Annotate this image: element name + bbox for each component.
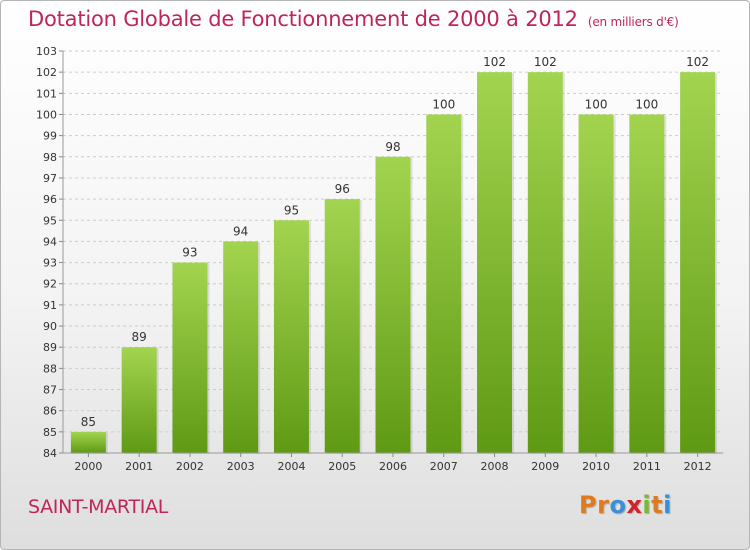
bar-2006	[375, 156, 411, 453]
logo-letter: P	[579, 491, 598, 519]
logo-letter: r	[597, 491, 610, 519]
y-tick-label: 92	[43, 278, 57, 291]
value-label-2003: 94	[233, 224, 248, 238]
x-tick-label-2004: 2004	[277, 460, 305, 473]
y-tick-label: 86	[43, 405, 57, 418]
value-labels: 85 89 93 94 95 96 98 100 102 102 100 100 102	[81, 55, 709, 429]
y-tick-label: 93	[43, 257, 57, 270]
value-label-2010: 100	[585, 97, 608, 111]
y-axis: 84 85 86 87 88 89 90 91 92 93 94 95 96 97 98 99 100 101 10…	[36, 45, 64, 460]
logo-letter: o	[609, 491, 627, 519]
value-label-2007: 100	[432, 97, 455, 111]
chart-title-text: Dotation Globale de Fonctionnement de 20…	[28, 7, 578, 31]
proxiti-logo: Proxiti	[579, 491, 672, 519]
y-tick-label: 85	[43, 426, 57, 439]
bar-2005	[324, 199, 360, 453]
bar-2003	[223, 241, 259, 453]
bar-2009	[527, 72, 563, 453]
x-tick-label-2005: 2005	[328, 460, 356, 473]
value-label-2000: 85	[81, 415, 96, 429]
y-tick-label: 99	[43, 130, 57, 143]
x-tick-label-2006: 2006	[379, 460, 407, 473]
y-tick-label: 91	[43, 299, 57, 312]
value-label-2002: 93	[182, 246, 197, 260]
x-tick-label-2001: 2001	[125, 460, 153, 473]
y-tick-label: 95	[43, 214, 57, 227]
x-tick-label-2002: 2002	[176, 460, 204, 473]
bar-2001	[121, 347, 157, 453]
commune-name: SAINT-MARTIAL	[28, 496, 169, 518]
x-axis: 2000 2001 2002 2003 2004 2005 2006 2007 2008 2009…	[63, 452, 723, 473]
y-tick-label: 102	[36, 66, 57, 79]
x-tick-label-2000: 2000	[74, 460, 102, 473]
value-label-2005: 96	[335, 182, 350, 196]
value-label-2012: 102	[686, 55, 709, 69]
x-tick-label-2003: 2003	[227, 460, 255, 473]
bar-2011	[629, 114, 665, 453]
y-tick-label: 103	[36, 45, 57, 58]
value-label-2006: 98	[385, 140, 400, 154]
bar-2000	[70, 431, 106, 453]
y-tick-label: 84	[43, 447, 57, 460]
bar-2008	[477, 72, 513, 453]
bar-2002	[172, 262, 208, 453]
y-tick-label: 89	[43, 341, 57, 354]
y-tick-label: 88	[43, 362, 57, 375]
chart-unit-label: (en milliers d'€)	[587, 15, 679, 29]
y-tick-label: 94	[43, 235, 57, 248]
y-tick-label: 97	[43, 172, 57, 185]
y-tick-label: 98	[43, 151, 57, 164]
x-tick-label-2012: 2012	[684, 460, 712, 473]
bar-2007	[426, 114, 462, 453]
bar-2010	[578, 114, 614, 453]
x-tick-label-2008: 2008	[481, 460, 509, 473]
value-label-2008: 102	[483, 55, 506, 69]
value-label-2011: 100	[635, 97, 658, 111]
bars	[70, 72, 718, 454]
y-tick-label: 101	[36, 87, 57, 100]
x-tick-label-2011: 2011	[633, 460, 661, 473]
y-tick-label: 100	[36, 108, 57, 121]
x-tick-label-2010: 2010	[582, 460, 610, 473]
bar-2004	[273, 220, 309, 453]
y-tick-label: 87	[43, 384, 57, 397]
x-tick-label-2007: 2007	[430, 460, 458, 473]
logo-letter: t	[651, 491, 664, 519]
y-tick-label: 90	[43, 320, 57, 333]
value-label-2009: 102	[534, 55, 557, 69]
logo-letter: i	[663, 491, 672, 519]
logo-letter: i	[642, 491, 652, 519]
bar-2012	[680, 72, 716, 453]
value-label-2001: 89	[132, 330, 147, 344]
chart-title: Dotation Globale de Fonctionnement de 20…	[28, 7, 679, 31]
logo-letter: x	[626, 491, 643, 519]
y-tick-label: 96	[43, 193, 57, 206]
value-label-2004: 95	[284, 203, 299, 217]
x-tick-label-2009: 2009	[531, 460, 559, 473]
